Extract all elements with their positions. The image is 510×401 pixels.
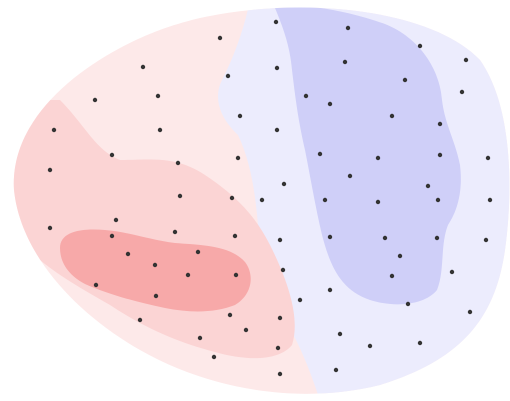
sensor-marker [47, 225, 53, 231]
sensor-marker [113, 217, 119, 223]
sensor-marker [211, 354, 217, 360]
sensor-marker [483, 237, 489, 243]
sensor-marker [197, 335, 203, 341]
sensor-marker [375, 155, 381, 161]
sensor-marker [175, 160, 181, 166]
sensor-marker [172, 229, 178, 235]
sensor-marker [51, 127, 57, 133]
sensor-marker [322, 197, 328, 203]
sensor-marker [367, 343, 373, 349]
sensor-marker [417, 340, 423, 346]
sensor-marker [233, 272, 239, 278]
sensor-marker [137, 317, 143, 323]
sensor-marker [417, 43, 423, 49]
sensor-marker [402, 77, 408, 83]
sensor-marker [185, 272, 191, 278]
sensor-marker [195, 249, 201, 255]
sensor-marker [227, 312, 233, 318]
sensor-marker [92, 97, 98, 103]
sensor-marker [459, 89, 465, 95]
sensor-marker [153, 293, 159, 299]
sensor-marker [277, 315, 283, 321]
sensor-marker [327, 287, 333, 293]
sensor-marker [435, 197, 441, 203]
sensor-marker [281, 181, 287, 187]
sensor-marker [347, 173, 353, 179]
sensor-marker [217, 35, 223, 41]
sensor-marker [303, 93, 309, 99]
sensor-marker [225, 73, 231, 79]
strong-positive-region [60, 229, 251, 312]
sensor-marker [425, 183, 431, 189]
sensor-marker [280, 267, 286, 273]
sensor-marker [437, 152, 443, 158]
sensor-marker [274, 65, 280, 71]
strong-negative-region [275, 7, 461, 305]
sensor-marker [463, 57, 469, 63]
sensor-marker [235, 155, 241, 161]
sensor-marker [467, 309, 473, 315]
sensor-marker [125, 251, 131, 257]
sensor-marker [342, 59, 348, 65]
sensor-marker [437, 121, 443, 127]
sensor-marker [232, 233, 238, 239]
sensor-marker [434, 235, 440, 241]
sensor-marker [155, 93, 161, 99]
sensor-marker [485, 155, 491, 161]
sensor-marker [177, 193, 183, 199]
sensor-marker [274, 127, 280, 133]
sensor-marker [275, 345, 281, 351]
sensor-marker [327, 234, 333, 240]
sensor-marker [375, 199, 381, 205]
sensor-marker [382, 235, 388, 241]
sensor-marker [297, 297, 303, 303]
sensor-marker [389, 273, 395, 279]
sensor-marker [337, 331, 343, 337]
sensor-marker [93, 282, 99, 288]
sensor-marker [109, 233, 115, 239]
sensor-marker [273, 19, 279, 25]
sensor-marker [405, 301, 411, 307]
sensor-marker [109, 152, 115, 158]
sensor-marker [333, 367, 339, 373]
sensor-marker [487, 197, 493, 203]
sensor-marker [140, 64, 146, 70]
sensor-marker [317, 151, 323, 157]
sensor-marker [277, 237, 283, 243]
sensor-marker [277, 371, 283, 377]
sensor-marker [152, 262, 158, 268]
sensor-marker [389, 113, 395, 119]
sensor-marker [327, 101, 333, 107]
sensor-marker [229, 195, 235, 201]
sensor-marker [157, 127, 163, 133]
sensor-marker [449, 269, 455, 275]
sensor-marker [345, 25, 351, 31]
sensor-marker [243, 327, 249, 333]
sensor-marker [237, 113, 243, 119]
sensor-layer [47, 19, 493, 377]
sensor-marker [259, 197, 265, 203]
sensor-marker [397, 253, 403, 259]
sensor-marker [47, 167, 53, 173]
